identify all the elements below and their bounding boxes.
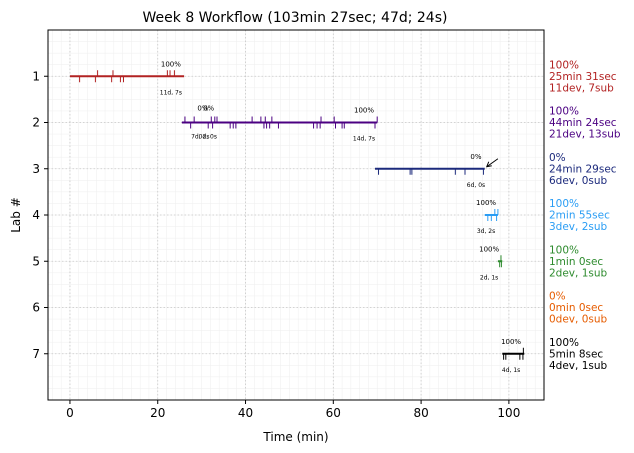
- x-axis-ticks: 0 20 40 60 80 100: [66, 400, 520, 420]
- lab-3-percent-label: 0%: [470, 153, 481, 161]
- lab-6-summary-line: 0%: [549, 291, 566, 303]
- x-axis-label: Time (min): [262, 430, 328, 444]
- x-tick-label: 20: [150, 406, 165, 420]
- x-tick-label: 80: [413, 406, 428, 420]
- lab-4-summary-line: 100%: [549, 198, 579, 210]
- lab-6-summary-line: 0min 0sec: [549, 302, 603, 314]
- lab-2-extra-label: 0%: [197, 105, 208, 113]
- lab-1-summary-line: 100%: [549, 59, 579, 71]
- lab-2-extra-label: 0d, 0s: [199, 134, 217, 141]
- minor-grid: [48, 30, 545, 400]
- lab-1-count-label: 11d, 7s: [160, 89, 182, 96]
- y-tick-label: 5: [32, 254, 40, 268]
- lab-4-group: 100% 3d, 2s: [476, 199, 499, 235]
- lab-2-summary-line: 44min 24sec: [549, 117, 617, 129]
- major-grid: [48, 30, 544, 400]
- lab-3-count-label: 6d, 0s: [467, 182, 485, 189]
- lab-1-summary-line: 25min 31sec: [549, 71, 617, 83]
- y-axis-ticks: 1 2 3 4 5 6 7: [32, 69, 48, 361]
- chart-title: Week 8 Workflow (103min 27sec; 47d; 24s): [143, 10, 448, 26]
- lab-3-summary-line: 0%: [549, 152, 566, 164]
- lab-7-count-label: 4d, 1s: [502, 367, 520, 374]
- lab-7-group: 100% 4d, 1s: [501, 338, 525, 374]
- lab-7-summary-line: 100%: [549, 337, 579, 349]
- lab-1-group: 100% 11d, 7s: [69, 60, 185, 96]
- y-axis-label: Lab #: [9, 197, 23, 233]
- lab-7-summary-line: 4dev, 1sub: [549, 360, 608, 372]
- lab-4-count-label: 3d, 2s: [477, 228, 495, 235]
- y-tick-label: 1: [32, 69, 40, 83]
- y-tick-label: 7: [32, 347, 40, 361]
- y-tick-label: 3: [32, 162, 40, 176]
- lab-3-summary-line: 24min 29sec: [549, 163, 617, 175]
- lab-6-summary-line: 0dev, 0sub: [549, 314, 608, 326]
- lab-4-summary-line: 3dev, 2sub: [549, 221, 608, 233]
- lab-2-extra-label: 7d, 2s: [191, 134, 209, 141]
- x-tick-label: 100: [497, 406, 520, 420]
- lab-3-arrow-head: [485, 161, 492, 168]
- lab-2-percent-label: 100%: [354, 107, 374, 115]
- lab-7-summary-line: 5min 8sec: [549, 348, 603, 360]
- x-tick-label: 60: [326, 406, 341, 420]
- lab-5-percent-label: 100%: [479, 245, 499, 253]
- lab-4-summary-line: 2min 55sec: [549, 210, 610, 222]
- lab-1-percent-label: 100%: [161, 60, 181, 68]
- x-tick-label: 40: [238, 406, 253, 420]
- lab-5-summary-line: 2dev, 1sub: [549, 267, 608, 279]
- lab-2-count-label: 14d, 7s: [353, 136, 375, 143]
- lab-3-summary-line: 6dev, 0sub: [549, 175, 608, 187]
- lab-5-summary-line: 1min 0sec: [549, 256, 603, 268]
- lab-5-group: 100% 2d, 1s: [479, 245, 503, 281]
- lab-5-count-label: 2d, 1s: [480, 274, 498, 281]
- y-tick-label: 6: [32, 301, 40, 315]
- lab-3-arrow-line: [486, 158, 499, 168]
- lab-3-group: 0% 6d, 0s: [375, 153, 499, 189]
- lab-4-percent-label: 100%: [476, 199, 496, 207]
- lab-7-percent-label: 100%: [501, 338, 521, 346]
- lab-2-summary-line: 21dev, 13sub: [549, 129, 621, 141]
- lab-2-extra-label: 0%: [203, 105, 214, 113]
- lab-1-summary-line: 11dev, 7sub: [549, 82, 614, 94]
- x-tick-label: 0: [66, 406, 74, 420]
- y-tick-label: 4: [32, 208, 40, 222]
- lab-2-summary-line: 100%: [549, 106, 579, 118]
- y-tick-label: 2: [32, 116, 40, 130]
- lab-5-summary-line: 100%: [549, 244, 579, 256]
